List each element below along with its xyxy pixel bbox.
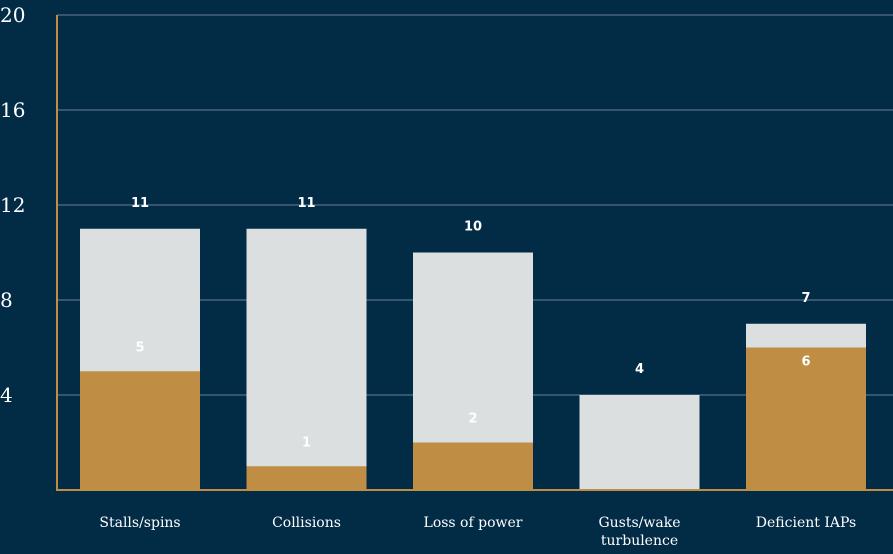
total-bar xyxy=(579,395,700,490)
total-data-label: 10 xyxy=(464,220,482,235)
y-tick-label: 20 xyxy=(0,3,25,27)
sub-data-label: 5 xyxy=(135,340,144,355)
sub-data-label: 1 xyxy=(302,435,311,450)
axes xyxy=(56,15,893,491)
total-bar xyxy=(246,228,367,490)
x-category-label-line: Gusts/wake xyxy=(598,515,680,531)
y-tick-label: 8 xyxy=(0,288,13,312)
x-category-label-line: Stalls/spins xyxy=(99,515,180,531)
y-tick-label: 4 xyxy=(0,383,13,407)
x-category-label: Stalls/spins xyxy=(99,515,180,531)
x-category-label-line: Loss of power xyxy=(424,515,523,531)
total-data-label: 11 xyxy=(297,196,315,211)
sub-data-label: 6 xyxy=(801,355,810,370)
sub-data-label: 2 xyxy=(468,412,477,427)
sub-bar xyxy=(746,347,866,490)
x-category-label-line: Collisions xyxy=(272,515,341,531)
y-tick-labels: 4 8 12 16 20 xyxy=(0,3,25,407)
y-tick-label: 16 xyxy=(0,98,25,122)
x-category-label-line: turbulence xyxy=(601,533,678,549)
x-category-label-line: Deficient IAPs xyxy=(756,515,856,531)
sub-bar xyxy=(413,442,533,490)
sub-bar xyxy=(80,371,200,490)
x-category-label: Loss of power xyxy=(424,515,523,531)
x-category-label: Deficient IAPs xyxy=(756,515,856,531)
total-data-label: 4 xyxy=(635,362,644,377)
sub-bar xyxy=(246,466,367,490)
y-tick-label: 12 xyxy=(0,193,25,217)
x-category-label: Gusts/wake turbulence xyxy=(598,515,680,549)
x-category-label: Collisions xyxy=(272,515,341,531)
bars xyxy=(80,228,866,490)
x-category-labels: Stalls/spins Collisions Loss of power Gusts… xyxy=(99,515,856,549)
total-data-label: 7 xyxy=(801,291,810,306)
total-data-label: 11 xyxy=(131,196,149,211)
